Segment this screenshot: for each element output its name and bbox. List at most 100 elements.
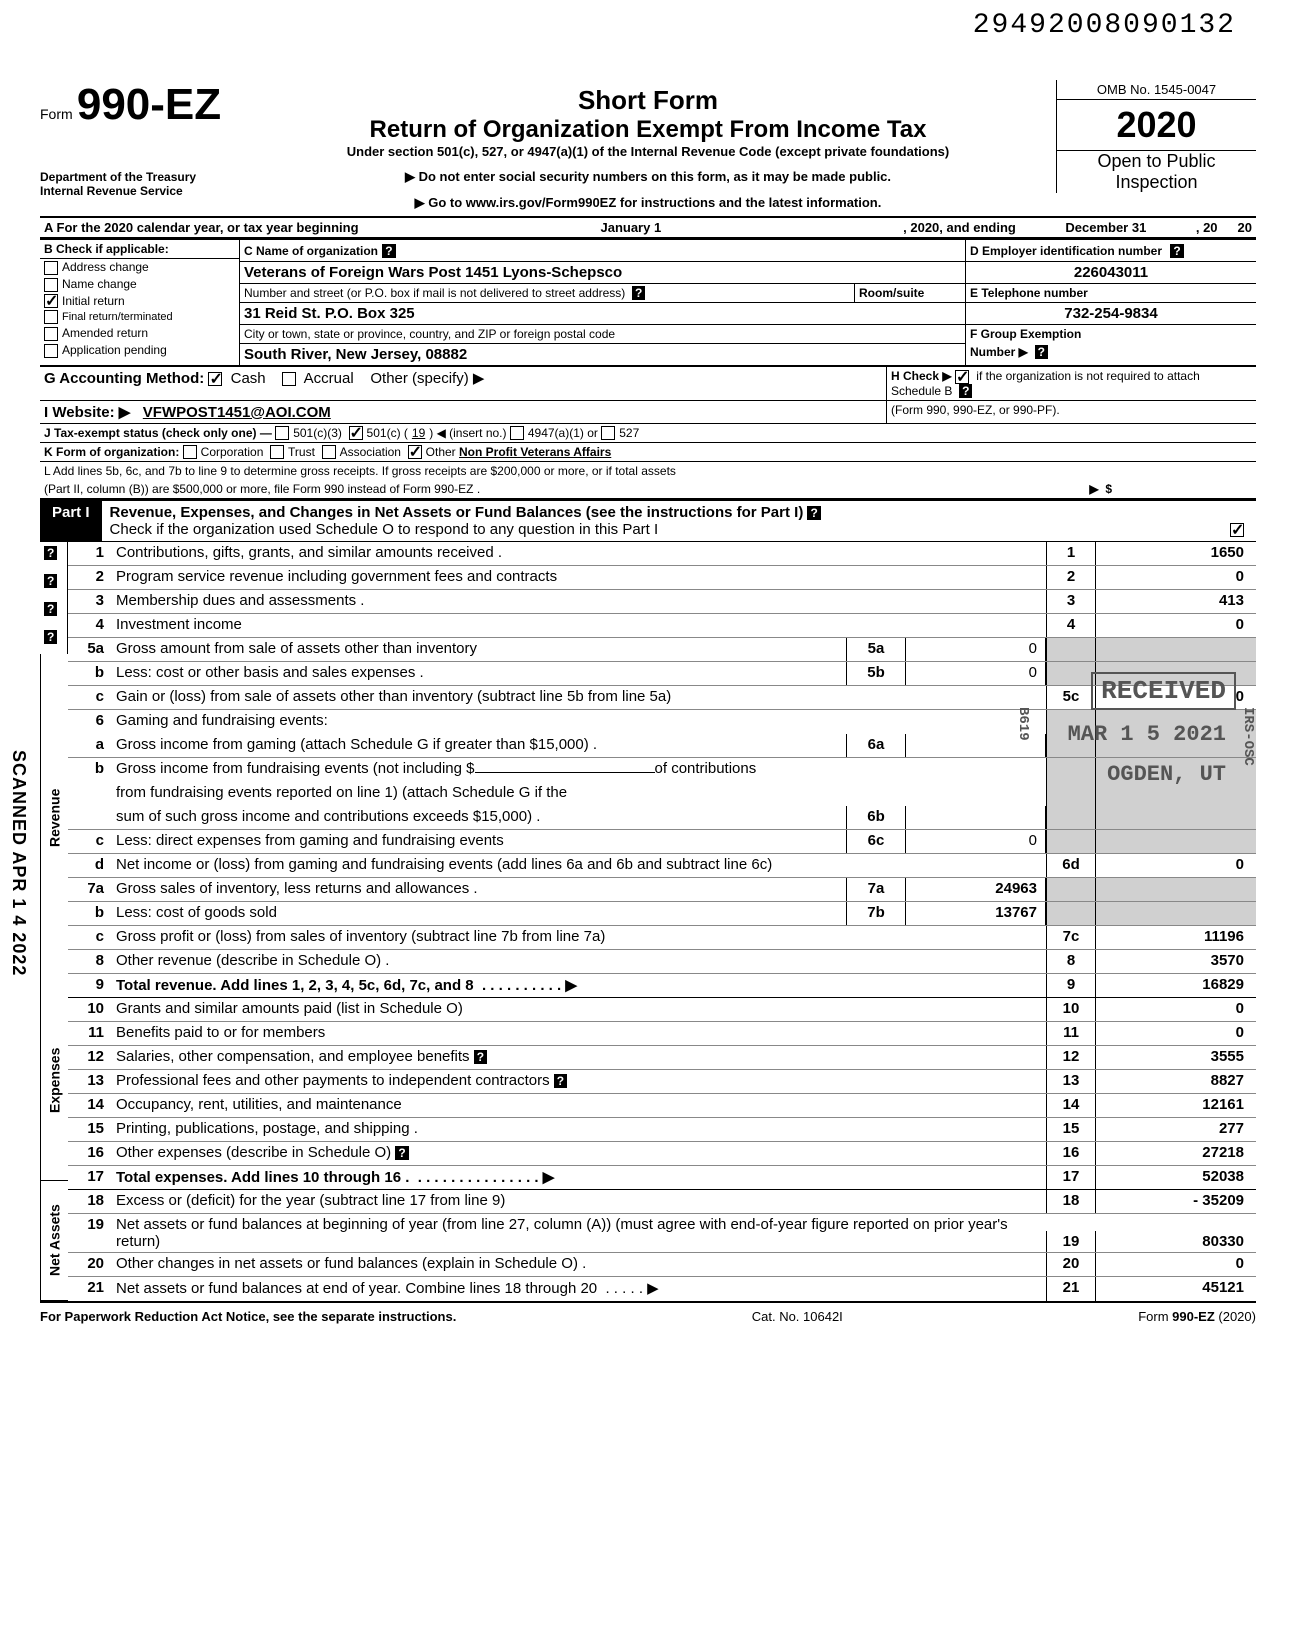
addr-label: Number and street (or P.O. box if mail i… xyxy=(244,286,625,300)
r: 10 xyxy=(1046,998,1096,1021)
help-icon[interactable]: ? xyxy=(382,244,395,258)
check-name-change[interactable] xyxy=(44,278,58,292)
v: 16829 xyxy=(1096,974,1256,997)
dept-irs: Internal Revenue Service xyxy=(40,184,240,198)
line-5a: 5aGross amount from sale of assets other… xyxy=(68,638,1256,662)
v: 3570 xyxy=(1096,950,1256,973)
line-9: 9Total revenue. Add lines 1, 2, 3, 4, 5c… xyxy=(68,974,1256,998)
n: 14 xyxy=(68,1094,112,1117)
line-7c: cGross profit or (loss) from sales of in… xyxy=(68,926,1256,950)
line-1: 1Contributions, gifts, grants, and simil… xyxy=(68,542,1256,566)
d: Occupancy, rent, utilities, and maintena… xyxy=(112,1094,1046,1117)
form-number: 990-EZ xyxy=(77,80,221,129)
help-icon[interactable]: ? xyxy=(1035,345,1048,359)
line-a-prefix: A For the 2020 calendar year, or tax yea… xyxy=(44,220,359,235)
d: Salaries, other compensation, and employ… xyxy=(116,1048,470,1065)
line-15: 15Printing, publications, postage, and s… xyxy=(68,1118,1256,1142)
n: 7a xyxy=(68,878,112,901)
received-stamp: RECEIVED xyxy=(1091,672,1236,710)
j-c3: 501(c)(3) xyxy=(293,426,342,440)
n: a xyxy=(68,734,112,757)
org-address: 31 Reid St. P.O. Box 325 xyxy=(240,303,965,325)
g-cash: Cash xyxy=(231,370,266,387)
title-short: Short Form xyxy=(250,85,1046,116)
line-11: 11Benefits paid to or for members110 xyxy=(68,1022,1256,1046)
v: 80330 xyxy=(1096,1231,1256,1252)
help-icon[interactable]: ? xyxy=(632,286,645,300)
line-7b: bLess: cost of goods sold7b13767 xyxy=(68,902,1256,926)
n: 5a xyxy=(68,638,112,661)
d: Benefits paid to or for members xyxy=(112,1022,1046,1045)
d-label: D Employer identification number xyxy=(970,244,1162,258)
r: 7c xyxy=(1046,926,1096,949)
open-public: Open to Public xyxy=(1057,151,1256,172)
dept-treasury: Department of the Treasury xyxy=(40,170,240,184)
check-accrual[interactable] xyxy=(282,372,296,386)
shade xyxy=(1046,878,1096,901)
check-other-org[interactable] xyxy=(408,445,422,459)
part-1-check-text: Check if the organization used Schedule … xyxy=(110,521,659,538)
title-note1: ▶ Do not enter social security numbers o… xyxy=(250,169,1046,185)
help-icon[interactable]: ? xyxy=(554,1074,567,1088)
d: Less: cost of goods sold xyxy=(112,902,846,925)
d: Less: cost or other basis and sales expe… xyxy=(112,662,846,685)
help-icon[interactable]: ? xyxy=(474,1050,487,1064)
mv: 0 xyxy=(906,830,1046,853)
d: Other expenses (describe in Schedule O) xyxy=(116,1144,391,1161)
check-corp[interactable] xyxy=(183,445,197,459)
line-16: 16Other expenses (describe in Schedule O… xyxy=(68,1142,1256,1166)
check-cash[interactable] xyxy=(208,372,222,386)
v: 8827 xyxy=(1096,1070,1256,1093)
check-assoc[interactable] xyxy=(322,445,336,459)
m: 5b xyxy=(846,662,906,685)
check-4947[interactable] xyxy=(510,426,524,440)
ogden-stamp: OGDEN, UT xyxy=(1107,762,1226,787)
shade xyxy=(1046,662,1096,685)
mv: 0 xyxy=(906,662,1046,685)
check-amended[interactable] xyxy=(44,327,58,341)
check-h[interactable] xyxy=(955,370,969,384)
check-address-change[interactable] xyxy=(44,261,58,275)
m: 7b xyxy=(846,902,906,925)
f-label: F Group Exemption xyxy=(966,325,1256,343)
check-final-return[interactable] xyxy=(44,310,58,324)
side-revenue: Revenue xyxy=(40,654,68,981)
mv xyxy=(906,806,1046,829)
help-icon[interactable]: ? xyxy=(44,630,57,644)
check-501c[interactable] xyxy=(349,426,363,440)
help-icon[interactable]: ? xyxy=(44,546,57,560)
d: Net assets or fund balances at beginning… xyxy=(112,1214,1046,1252)
r: 9 xyxy=(1046,974,1096,997)
shade xyxy=(1096,638,1256,661)
scanned-stamp: SCANNED APR 1 4 2022 xyxy=(8,750,29,976)
line-g-h: G Accounting Method: Cash Accrual Other … xyxy=(40,366,1256,401)
d: Net income or (loss) from gaming and fun… xyxy=(112,854,1046,877)
n: c xyxy=(68,926,112,949)
g-label: G Accounting Method: xyxy=(44,370,204,387)
k-trust: Trust xyxy=(288,445,315,459)
shade xyxy=(1046,782,1096,806)
j-c: 501(c) ( xyxy=(367,426,408,440)
check-schedule-o[interactable] xyxy=(1230,523,1244,537)
help-icon[interactable]: ? xyxy=(1170,244,1183,258)
line-i: I Website: ▶ VFWPOST1451@AOI.COM (Form 9… xyxy=(40,401,1256,424)
help-icon[interactable]: ? xyxy=(395,1146,408,1160)
k-assoc: Association xyxy=(340,445,401,459)
mv: 13767 xyxy=(906,902,1046,925)
line-a-end3: 20 xyxy=(1238,220,1252,235)
n: b xyxy=(68,662,112,685)
check-527[interactable] xyxy=(601,426,615,440)
part-1-header: Part I Revenue, Expenses, and Changes in… xyxy=(40,499,1256,542)
help-icon[interactable]: ? xyxy=(807,506,820,520)
help-icon[interactable]: ? xyxy=(44,574,57,588)
help-icon[interactable]: ? xyxy=(44,602,57,616)
received-date-stamp: MAR 1 5 2021 xyxy=(1068,722,1226,747)
title-under: Under section 501(c), 527, or 4947(a)(1)… xyxy=(250,144,1046,159)
check-501c3[interactable] xyxy=(275,426,289,440)
l-dollar: $ xyxy=(1105,482,1112,496)
line-l1: L Add lines 5b, 6c, and 7b to line 9 to … xyxy=(40,462,1256,480)
m: 6c xyxy=(846,830,906,853)
check-initial-return[interactable] xyxy=(44,294,58,308)
check-app-pending[interactable] xyxy=(44,344,58,358)
check-trust[interactable] xyxy=(270,445,284,459)
